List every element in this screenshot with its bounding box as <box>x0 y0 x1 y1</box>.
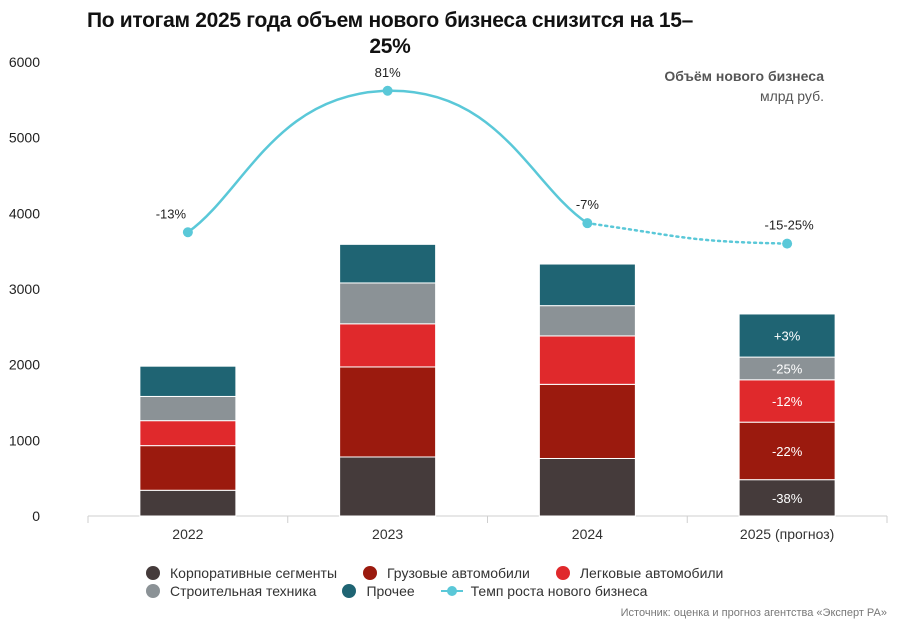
y-tick-label: 4000 <box>9 205 40 221</box>
legend-item-other: Прочее <box>342 583 415 599</box>
legend-label-trucks: Грузовые автомобили <box>387 565 530 581</box>
bar-segment <box>538 335 636 385</box>
growth-point <box>182 227 193 238</box>
y-tick-label: 3000 <box>9 281 40 297</box>
legend-item-construction: Строительная техника <box>146 583 316 599</box>
legend-swatch-corporate <box>146 566 160 580</box>
growth-point <box>382 85 393 96</box>
legend-label-corporate: Корпоративные сегменты <box>170 565 338 581</box>
legend-row-2: Строительная техника Прочее Темп роста н… <box>146 582 806 600</box>
y-tick-label: 6000 <box>9 54 40 70</box>
legend-swatch-other <box>342 584 357 598</box>
legend-item-cars: Легковые автомобили <box>555 565 724 581</box>
bar-segment <box>139 489 237 517</box>
bar-segment <box>738 379 836 423</box>
x-tick-label: 2025 (прогноз) <box>740 526 834 542</box>
growth-line-forecast <box>586 221 789 245</box>
growth-data-label: -13% <box>156 206 187 221</box>
bar-data-label: -22% <box>772 444 803 459</box>
legend-label-other: Прочее <box>366 583 415 599</box>
y-tick-label: 5000 <box>9 130 40 146</box>
bar-segment <box>538 263 636 307</box>
x-tick-label: 2023 <box>372 526 403 542</box>
y-tick-label: 2000 <box>9 357 40 373</box>
bar-segment <box>339 456 437 517</box>
legend-item-trucks: Грузовые автомобили <box>363 565 530 581</box>
legend-swatch-cars <box>555 566 570 580</box>
bar-segment <box>139 365 237 397</box>
legend: Корпоративные сегменты Грузовые автомоби… <box>146 564 806 600</box>
legend-row-1: Корпоративные сегменты Грузовые автомоби… <box>146 564 806 582</box>
chart-title: По итогам 2025 года объем нового бизнеса… <box>86 9 694 58</box>
bar-segment <box>339 243 437 284</box>
bar-segment <box>538 383 636 459</box>
growth-point <box>782 238 793 249</box>
bar-segment <box>339 366 437 458</box>
legend-swatch-trucks <box>363 566 378 580</box>
bar-segment <box>538 457 636 517</box>
source-note: Источник: оценка и прогноз агентства «Эк… <box>620 607 887 619</box>
legend-label-construction: Строительная техника <box>170 583 317 599</box>
legend-label-growth: Темп роста нового бизнеса <box>470 583 648 599</box>
y-tick-label: 0 <box>32 508 40 524</box>
legend-label-cars: Легковые автомобили <box>579 565 724 581</box>
growth-point <box>582 218 593 229</box>
growth-data-label: -7% <box>576 197 600 212</box>
legend-item-growth: Темп роста нового бизнеса <box>440 583 648 599</box>
bar-segment <box>738 313 836 358</box>
legend-item-corporate: Корпоративные сегменты <box>146 565 337 581</box>
bar-segment <box>339 282 437 325</box>
growth-line <box>187 89 589 234</box>
bar-segment <box>139 395 237 422</box>
bar-data-label: -38% <box>772 491 803 506</box>
units-line-1: Объём нового бизнеса <box>664 68 824 84</box>
x-tick-label: 2022 <box>172 526 203 542</box>
units-line-2: млрд руб. <box>759 88 824 104</box>
bar-data-label: -12% <box>772 394 803 409</box>
legend-swatch-growth <box>440 584 463 598</box>
units-note: Объём нового бизнеса млрд руб. <box>664 66 824 106</box>
bar-data-label: +3% <box>774 329 801 344</box>
growth-data-label: 81% <box>375 65 401 80</box>
growth-data-label: -15-25% <box>765 218 815 233</box>
stacked-bar-chart: 0 1000 2000 3000 4000 5000 6000 2022 2023 2024 202… <box>9 54 888 542</box>
bar-segment <box>538 305 636 337</box>
y-tick-label: 1000 <box>9 432 40 448</box>
x-tick-label: 2024 <box>572 526 603 542</box>
bar-segment <box>339 323 437 368</box>
legend-swatch-construction <box>146 584 160 598</box>
bar-segment <box>139 445 237 491</box>
bar-segment <box>738 421 836 481</box>
bar-data-label: -25% <box>772 361 803 376</box>
bar-segment <box>139 420 237 447</box>
